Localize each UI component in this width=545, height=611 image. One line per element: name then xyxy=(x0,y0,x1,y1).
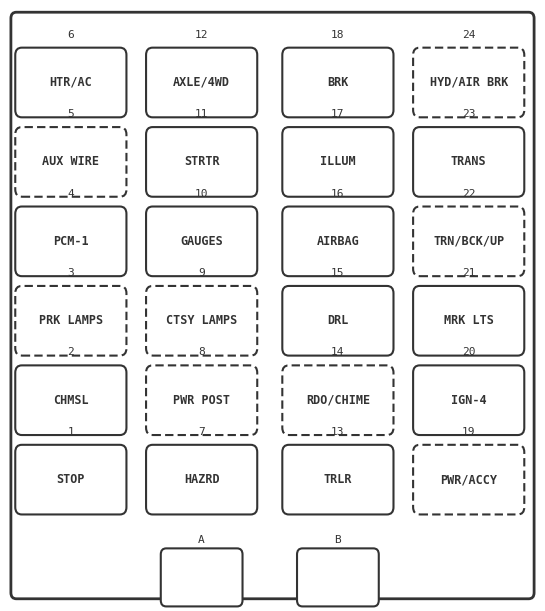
FancyBboxPatch shape xyxy=(413,365,524,435)
Text: 16: 16 xyxy=(331,189,344,199)
Text: GAUGES: GAUGES xyxy=(180,235,223,248)
FancyBboxPatch shape xyxy=(15,445,126,514)
Text: TRANS: TRANS xyxy=(451,155,487,169)
FancyBboxPatch shape xyxy=(146,365,257,435)
Text: 11: 11 xyxy=(195,109,208,119)
Text: HYD/AIR BRK: HYD/AIR BRK xyxy=(429,76,508,89)
FancyBboxPatch shape xyxy=(146,445,257,514)
Text: STOP: STOP xyxy=(57,473,85,486)
FancyBboxPatch shape xyxy=(282,365,393,435)
Text: PWR POST: PWR POST xyxy=(173,393,230,407)
FancyBboxPatch shape xyxy=(161,549,243,606)
Text: 15: 15 xyxy=(331,268,344,278)
Text: 7: 7 xyxy=(198,427,205,437)
Text: 19: 19 xyxy=(462,427,475,437)
FancyBboxPatch shape xyxy=(297,549,379,606)
FancyBboxPatch shape xyxy=(15,286,126,356)
FancyBboxPatch shape xyxy=(146,286,257,356)
Text: A: A xyxy=(198,535,205,545)
FancyBboxPatch shape xyxy=(146,48,257,117)
Text: B: B xyxy=(335,535,341,545)
Text: 20: 20 xyxy=(462,348,475,357)
FancyBboxPatch shape xyxy=(15,207,126,276)
Text: 1: 1 xyxy=(68,427,74,437)
Text: HTR/AC: HTR/AC xyxy=(50,76,92,89)
Text: AUX WIRE: AUX WIRE xyxy=(43,155,99,169)
Text: 12: 12 xyxy=(195,30,208,40)
Text: MRK LTS: MRK LTS xyxy=(444,314,494,327)
FancyBboxPatch shape xyxy=(413,207,524,276)
Text: 13: 13 xyxy=(331,427,344,437)
FancyBboxPatch shape xyxy=(413,48,524,117)
Text: 5: 5 xyxy=(68,109,74,119)
Text: 9: 9 xyxy=(198,268,205,278)
FancyBboxPatch shape xyxy=(282,48,393,117)
FancyBboxPatch shape xyxy=(282,286,393,356)
Text: PCM-1: PCM-1 xyxy=(53,235,89,248)
FancyBboxPatch shape xyxy=(282,127,393,197)
Text: 22: 22 xyxy=(462,189,475,199)
Text: STRTR: STRTR xyxy=(184,155,220,169)
Text: 14: 14 xyxy=(331,348,344,357)
Text: 8: 8 xyxy=(198,348,205,357)
FancyBboxPatch shape xyxy=(15,365,126,435)
Text: AXLE/4WD: AXLE/4WD xyxy=(173,76,230,89)
FancyBboxPatch shape xyxy=(146,127,257,197)
Text: AIRBAG: AIRBAG xyxy=(317,235,359,248)
FancyBboxPatch shape xyxy=(15,127,126,197)
FancyBboxPatch shape xyxy=(282,445,393,514)
Text: PRK LAMPS: PRK LAMPS xyxy=(39,314,103,327)
Text: 4: 4 xyxy=(68,189,74,199)
FancyBboxPatch shape xyxy=(413,127,524,197)
Text: 10: 10 xyxy=(195,189,208,199)
Text: TRLR: TRLR xyxy=(324,473,352,486)
Text: PWR/ACCY: PWR/ACCY xyxy=(440,473,497,486)
Text: ILLUM: ILLUM xyxy=(320,155,356,169)
Text: TRN/BCK/UP: TRN/BCK/UP xyxy=(433,235,504,248)
FancyBboxPatch shape xyxy=(413,286,524,356)
Text: BRK: BRK xyxy=(327,76,349,89)
FancyBboxPatch shape xyxy=(11,12,534,599)
Text: DRL: DRL xyxy=(327,314,349,327)
Text: 24: 24 xyxy=(462,30,475,40)
Text: 17: 17 xyxy=(331,109,344,119)
FancyBboxPatch shape xyxy=(146,207,257,276)
Text: 2: 2 xyxy=(68,348,74,357)
Text: IGN-4: IGN-4 xyxy=(451,393,487,407)
Text: CHMSL: CHMSL xyxy=(53,393,89,407)
Text: 21: 21 xyxy=(462,268,475,278)
FancyBboxPatch shape xyxy=(15,48,126,117)
Text: HAZRD: HAZRD xyxy=(184,473,220,486)
Text: 6: 6 xyxy=(68,30,74,40)
Text: 3: 3 xyxy=(68,268,74,278)
Text: CTSY LAMPS: CTSY LAMPS xyxy=(166,314,237,327)
Text: RDO/CHIME: RDO/CHIME xyxy=(306,393,370,407)
Text: 18: 18 xyxy=(331,30,344,40)
FancyBboxPatch shape xyxy=(282,207,393,276)
FancyBboxPatch shape xyxy=(413,445,524,514)
Text: 23: 23 xyxy=(462,109,475,119)
